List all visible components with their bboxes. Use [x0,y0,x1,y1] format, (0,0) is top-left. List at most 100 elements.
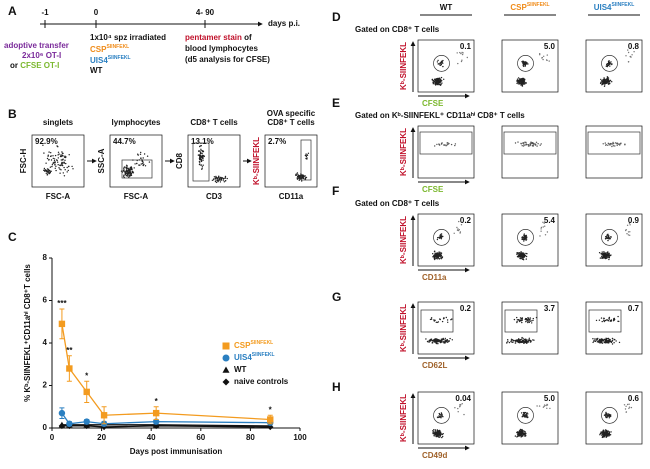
flow-plot-frame [501,391,559,445]
event-dot [611,343,614,345]
event-dot [633,51,635,53]
gate [601,229,618,246]
column-header: CSPSIINFEKL [510,2,549,12]
event-dot [521,435,523,437]
event-dot [52,155,54,157]
event-dot [435,79,438,82]
event-dot [434,258,436,260]
event-dot [520,80,522,83]
event-dot [620,142,622,144]
event-dot [56,145,58,147]
event-dot [510,340,512,343]
event-dot [512,340,515,342]
event-dot [524,144,526,146]
event-dot [631,54,633,56]
panel-label: H [332,380,341,394]
event-dot [296,172,299,174]
event-dot [295,174,297,176]
event-dot [518,253,520,255]
event-dot [526,341,528,343]
event-dot [129,172,131,174]
event-dot [605,338,607,341]
event-dot [51,164,54,166]
analysis-text: pentamer stain of [185,33,252,42]
event-dot [437,436,440,438]
event-dot [601,320,603,323]
event-dot [142,162,144,165]
event-dot [57,151,60,153]
event-dot [435,434,438,437]
column-header: WT [440,3,453,12]
event-dot [437,432,439,434]
event-dot [432,253,434,255]
event-dot [597,340,599,342]
event-dot [440,341,442,343]
gate [517,55,534,72]
event-dot [441,436,443,439]
event-dot [608,63,611,66]
event-dot [516,319,519,321]
event-dot [517,83,519,85]
event-dot [609,340,611,342]
event-dot [524,342,526,344]
event-dot [57,161,59,163]
x-axis-label: Days post immunisation [130,447,223,456]
gate [192,142,210,182]
event-dot [134,163,136,165]
event-dot [436,429,439,431]
event-dot [626,224,629,226]
event-dot [439,235,441,238]
event-dot [625,411,627,413]
event-dot [66,171,68,173]
event-dot [433,429,435,431]
event-dot [531,320,533,322]
event-dot [437,63,439,65]
event-dot [600,317,603,319]
legend-label: CSPSIINFEKL [234,340,273,350]
event-dot [548,60,550,62]
event-dot [438,412,440,415]
event-dot [52,157,54,160]
event-dot [606,416,608,419]
event-dot [521,78,523,81]
y-axis-label: Kᵇ-SIINFEKL [399,216,408,264]
event-dot [146,155,149,157]
event-dot [200,148,202,150]
event-dot [434,83,436,86]
event-dot [59,164,61,166]
event-dot [438,258,441,260]
event-dot [522,237,524,239]
panel-label: G [332,290,341,304]
flow-plot-frame [501,213,559,267]
event-dot [438,251,440,253]
event-dot [607,255,610,257]
legend-label-sup: SIINFEKL [250,340,273,346]
event-dot [526,412,528,414]
event-dot [608,253,610,255]
x-axis-label: CD11a [422,273,447,282]
event-dot [608,237,610,239]
event-dot [132,171,134,173]
event-dot [625,405,627,407]
event-dot [63,162,66,164]
event-dot [613,342,615,344]
data-point [152,418,160,425]
gate-percent: 0.04 [455,394,471,403]
event-dot [527,145,530,147]
y-axis-label: Kᵇ-SIINFEKL [399,304,408,352]
column-header: UIS4SIINFEKL [594,2,635,12]
x-tick-label: 20 [97,433,106,442]
event-dot [439,62,441,64]
y-axis-label: FSC-H [19,149,28,174]
y-axis-label: SSC-A [97,148,106,173]
event-dot [140,151,142,154]
event-dot [514,142,517,144]
x-axis-label: CD49d [422,451,447,460]
event-dot [521,85,524,87]
event-dot [220,178,222,180]
event-dot [607,413,609,415]
event-dot [439,318,441,321]
event-dot [223,181,225,183]
event-dot [62,155,64,157]
